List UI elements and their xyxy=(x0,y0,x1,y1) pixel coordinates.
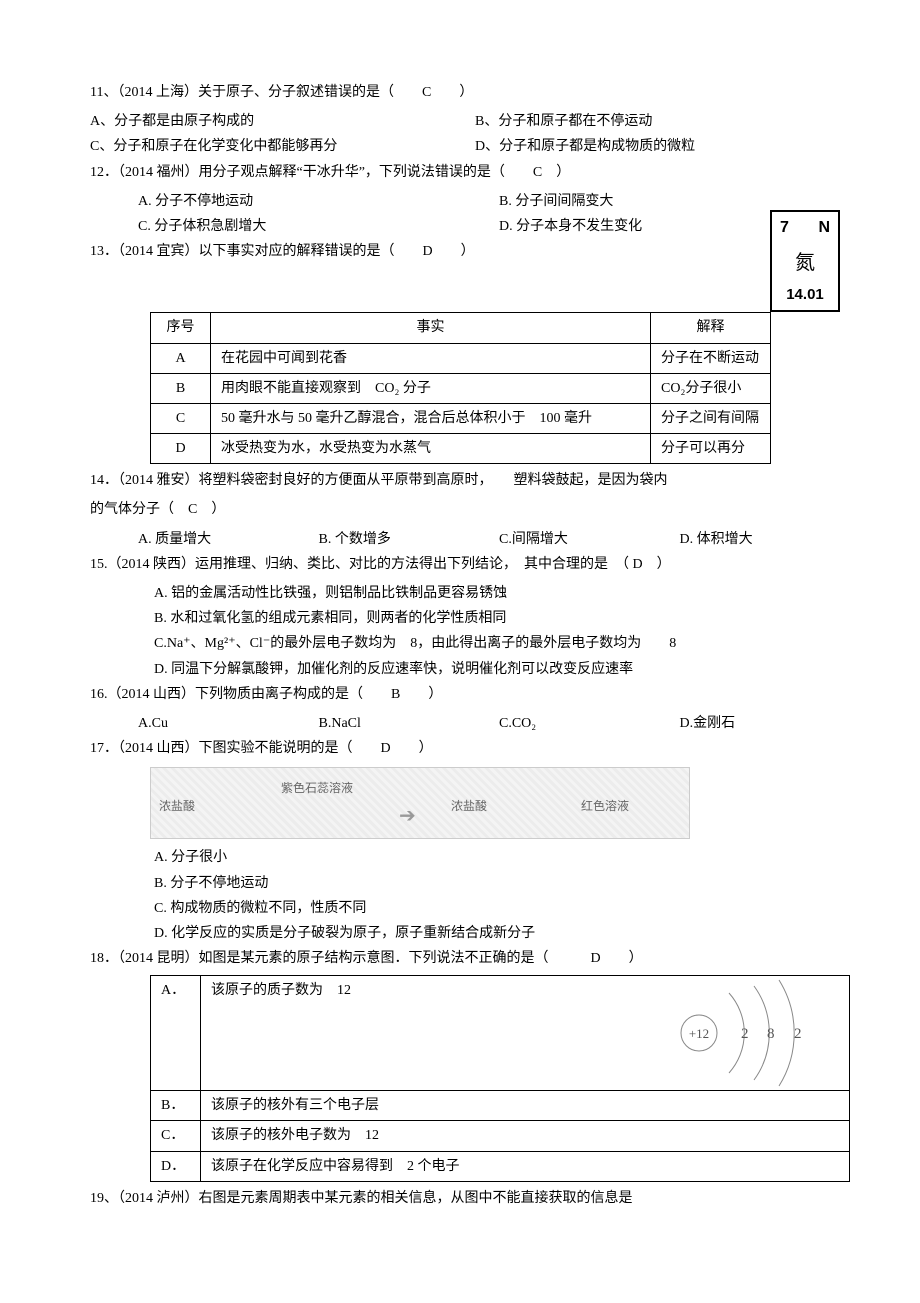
q11-stem: 11、（2014 上海）关于原子、分子叙述错误的是（ C ） xyxy=(90,80,860,105)
element-mass: 14.01 xyxy=(772,281,838,310)
q18-rB1: B． xyxy=(151,1091,201,1121)
q14-stem2: 的气体分子（ C ） xyxy=(90,497,860,522)
q18-rD2: 该原子在化学反应中容易得到 2 个电子 xyxy=(201,1151,850,1181)
q13-rB1: B xyxy=(151,373,211,403)
element-symbol: N xyxy=(818,214,830,243)
q15-opt-a: A. 铝的金属活动性比铁强，则铝制品比铁制品更容易锈蚀 xyxy=(90,581,860,606)
q13-rD2: 冰受热变为水，水受热变为水蒸气 xyxy=(211,434,651,464)
q15-opt-b: B. 水和过氧化氢的组成元素相同，则两者的化学性质相同 xyxy=(90,606,860,631)
q12-opt-a: A. 分子不停地运动 xyxy=(138,189,499,214)
atom-shell3-label: 2 xyxy=(794,1026,802,1042)
q15-opt-c: C.Na⁺、Mg²⁺、Cl⁻的最外层电子数均为 8，由此得出离子的最外层电子数均… xyxy=(90,631,860,656)
element-name: 氮 xyxy=(772,245,838,281)
q18-table: A． 该原子的质子数为 12 +12 2 8 2 B． 该原子的核外有三个电子层… xyxy=(150,975,850,1182)
atom-shell2-label: 8 xyxy=(767,1026,775,1042)
q17-opt-c: C. 构成物质的微粒不同，性质不同 xyxy=(90,896,860,921)
q17-opt-b: B. 分子不停地运动 xyxy=(90,871,860,896)
element-number: 7 xyxy=(780,214,789,243)
q13-th1: 序号 xyxy=(151,313,211,343)
q13-rA2: 在花园中可闻到花香 xyxy=(211,343,651,373)
q17-fig-label4: 红色溶液 xyxy=(581,796,629,818)
q16-opt-d: D.金刚石 xyxy=(680,711,861,736)
q13-rB3: CO₂分子很小 xyxy=(651,373,771,403)
q13-rA1: A xyxy=(151,343,211,373)
q13-rB2: 用肉眼不能直接观察到 CO₂ 分子 xyxy=(211,373,651,403)
q13-th3: 解释 xyxy=(651,313,771,343)
q14-opt-d: D. 体积增大 xyxy=(680,527,861,552)
q13-rC1: C xyxy=(151,403,211,433)
q18-rD1: D． xyxy=(151,1151,201,1181)
q12-stem: 12．（2014 福州）用分子观点解释“干冰升华”，下列说法错误的是（ C ） xyxy=(90,160,860,185)
q11-opt-a: A、分子都是由原子构成的 xyxy=(90,109,475,134)
q18-rC2: 该原子的核外电子数为 12 xyxy=(201,1121,850,1151)
q15-stem: 15.（2014 陕西）运用推理、归纳、类比、对比的方法得出下列结论， 其中合理… xyxy=(90,552,860,577)
q18-rB2: 该原子的核外有三个电子层 xyxy=(201,1091,850,1121)
element-tile: 7 N 氮 14.01 xyxy=(770,210,840,312)
q11-opt-d: D、分子和原子都是构成物质的微粒 xyxy=(475,134,860,159)
q13-rC3: 分子之间有间隔 xyxy=(651,403,771,433)
q16-opt-a: A.Cu xyxy=(138,711,319,736)
q15-opt-d: D. 同温下分解氯酸钾，加催化剂的反应速率快，说明催化剂可以改变反应速率 xyxy=(90,657,860,682)
q16-stem: 16.（2014 山西）下列物质由离子构成的是（ B ） xyxy=(90,682,860,707)
q13-stem: 13．（2014 宜宾）以下事实对应的解释错误的是（ D ） xyxy=(90,239,860,264)
q17-fig-label2: 紫色石蕊溶液 xyxy=(281,778,353,800)
q17-experiment-figure: 浓盐酸 紫色石蕊溶液 ➔ 浓盐酸 红色溶液 xyxy=(150,767,690,839)
q14-stem1: 14．（2014 雅安）将塑料袋密封良好的方便面从平原带到高原时， 塑料袋鼓起，… xyxy=(90,468,860,493)
arrow-icon: ➔ xyxy=(399,798,416,834)
q18-rC1: C． xyxy=(151,1121,201,1151)
q11-opt-b: B、分子和原子都在不停运动 xyxy=(475,109,860,134)
atom-shell1-label: 2 xyxy=(741,1026,749,1042)
q11-opt-c: C、分子和原子在化学变化中都能够再分 xyxy=(90,134,475,159)
q17-fig-label1: 浓盐酸 xyxy=(159,796,195,818)
q13-rD1: D xyxy=(151,434,211,464)
q13-table: 序号 事实 解释 A 在花园中可闻到花香 分子在不断运动 B 用肉眼不能直接观察… xyxy=(150,312,771,464)
q16-opt-b: B.NaCl xyxy=(319,711,500,736)
q18-rA2: 该原子的质子数为 12 xyxy=(211,983,351,998)
q14-opt-a: A. 质量增大 xyxy=(138,527,319,552)
atom-structure-icon: +12 2 8 2 xyxy=(669,978,839,1088)
q13-rA3: 分子在不断运动 xyxy=(651,343,771,373)
q12-opt-c: C. 分子体积急剧增大 xyxy=(138,214,499,239)
q18-rA1: A． xyxy=(151,976,201,1091)
q13-th2: 事实 xyxy=(211,313,651,343)
q18-stem: 18．（2014 昆明）如图是某元素的原子结构示意图．下列说法不正确的是（ D … xyxy=(90,946,860,971)
q16-opt-c: C.CO₂ xyxy=(499,711,680,736)
q17-opt-a: A. 分子很小 xyxy=(90,845,860,870)
q17-stem: 17．（2014 山西）下图实验不能说明的是（ D ） xyxy=(90,736,860,761)
q14-opt-b: B. 个数增多 xyxy=(319,527,500,552)
q14-opt-c: C.间隔增大 xyxy=(499,527,680,552)
q17-fig-label3: 浓盐酸 xyxy=(451,796,487,818)
q17-opt-d: D. 化学反应的实质是分子破裂为原子，原子重新结合成新分子 xyxy=(90,921,860,946)
q13-rC2: 50 毫升水与 50 毫升乙醇混合，混合后总体积小于 100 毫升 xyxy=(211,403,651,433)
q19-stem: 19、（2014 泸州）右图是元素周期表中某元素的相关信息，从图中不能直接获取的… xyxy=(90,1186,860,1211)
q13-rD3: 分子可以再分 xyxy=(651,434,771,464)
atom-nucleus-label: +12 xyxy=(689,1026,709,1041)
